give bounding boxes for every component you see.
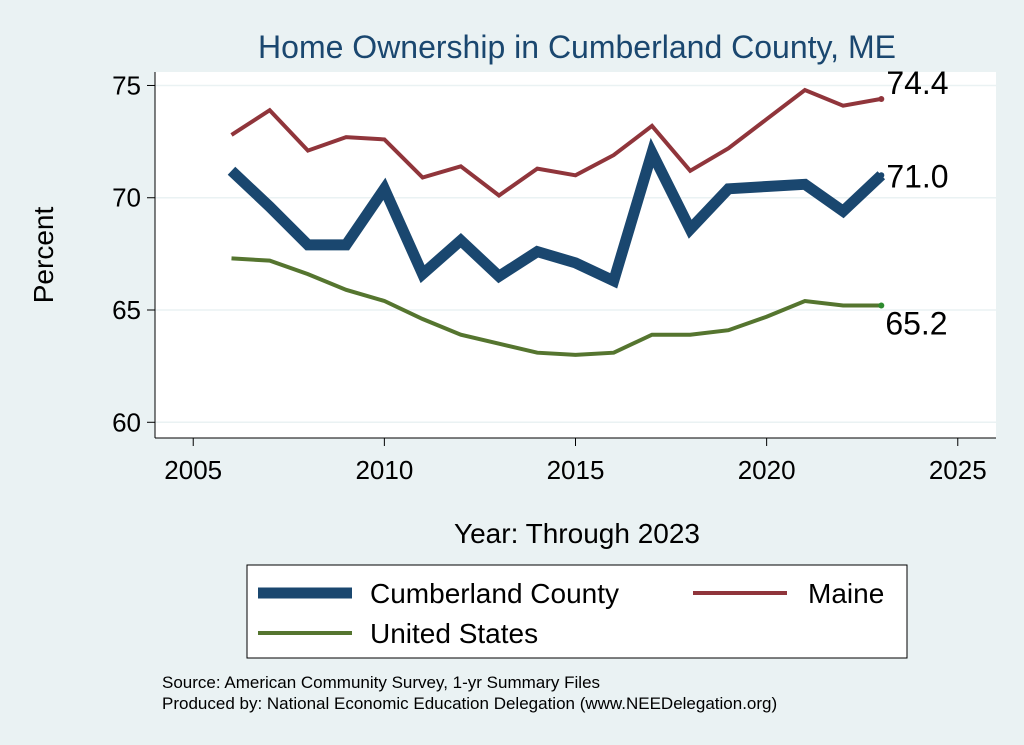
produced-by-note: Produced by: National Economic Education… — [162, 694, 777, 713]
series-line-cumberland-county — [227, 137, 886, 289]
end-labels: 71.0 74.4 65.2 — [885, 65, 948, 342]
x-axis-label: Year: Through 2023 — [454, 518, 700, 549]
plot-area — [155, 72, 996, 438]
y-tick-label-60: 60 — [112, 407, 141, 437]
series-end-point-maine — [878, 95, 885, 102]
series-end-point-cumberland-county — [878, 172, 885, 179]
end-label-united-states: 65.2 — [885, 306, 947, 342]
y-tick-label-65: 65 — [112, 295, 141, 325]
source-note: Source: American Community Survey, 1-yr … — [162, 673, 600, 692]
legend-label-cumberland: Cumberland County — [370, 578, 619, 609]
x-tick-label-2025: 2025 — [929, 455, 987, 485]
series-line-maine — [230, 87, 882, 198]
legend-label-united-states: United States — [370, 618, 538, 649]
legend-box — [246, 564, 908, 659]
y-tick-label-75: 75 — [112, 70, 141, 100]
x-tick-label-2010: 2010 — [355, 455, 413, 485]
x-tick-label-2020: 2020 — [738, 455, 796, 485]
y-axis-label: Percent — [28, 207, 59, 304]
x-tick-label-2015: 2015 — [547, 455, 605, 485]
x-axis-ticks: 2005 2010 2015 2020 2025 — [164, 438, 987, 485]
chart-title: Home Ownership in Cumberland County, ME — [258, 29, 896, 65]
legend-label-maine: Maine — [808, 578, 884, 609]
legend: Cumberland County Maine United States — [246, 564, 908, 659]
end-label-maine: 74.4 — [886, 65, 948, 101]
y-axis-ticks: 60 65 70 75 — [112, 70, 155, 437]
x-tick-label-2005: 2005 — [164, 455, 222, 485]
series-lines — [227, 87, 886, 357]
end-label-cumberland-county: 71.0 — [886, 158, 948, 194]
y-tick-label-70: 70 — [112, 183, 141, 213]
series-end-point-united-states — [878, 302, 885, 309]
series-line-united-states — [231, 256, 882, 357]
